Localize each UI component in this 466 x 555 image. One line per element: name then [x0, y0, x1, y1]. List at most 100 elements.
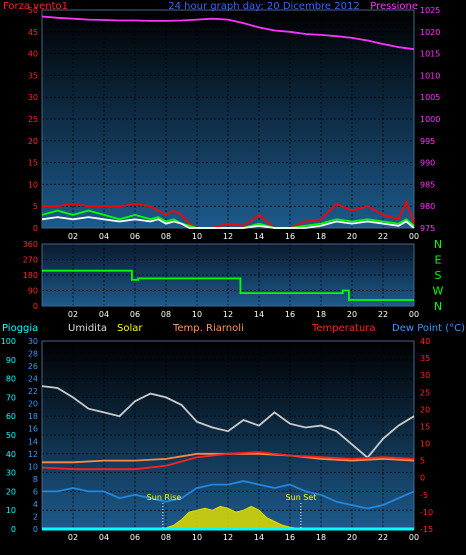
y-tick-left: 30: [6, 469, 16, 478]
x-tick-label: 02: [68, 232, 78, 241]
x-tick-label: 08: [161, 533, 171, 542]
x-tick-label: 02: [68, 310, 78, 319]
series-temperatura: [41, 451, 415, 471]
y-tick-right: 980: [420, 202, 435, 211]
y-tick-left: 15: [28, 159, 38, 168]
y-tick-left: 40: [6, 450, 16, 459]
y-tick-left: 45: [28, 28, 38, 37]
series-umidita: [41, 385, 415, 459]
y-tick-right: 10: [420, 440, 430, 449]
y-tick-left: 20: [6, 487, 16, 496]
y-tick-mid: 20: [28, 400, 38, 409]
x-tick-label: 22: [378, 533, 388, 542]
x-tick-label: 18: [316, 533, 326, 542]
y-tick-left: 20: [28, 137, 38, 146]
x-tick-label: 16: [285, 310, 295, 319]
x-tick-label: 02: [68, 533, 78, 542]
y-tick-mid: 10: [28, 462, 38, 471]
y-tick-right: 990: [420, 159, 435, 168]
y-tick-left: 5: [33, 202, 38, 211]
y-tick-right: 20: [420, 405, 430, 414]
x-tick-label: 20: [347, 533, 357, 542]
y-tick-left: 25: [28, 115, 38, 124]
y-tick-right: 1000: [420, 115, 440, 124]
y-tick-left: 10: [6, 506, 16, 515]
y-tick-left: 10: [28, 180, 38, 189]
y-tick-mid: 26: [28, 362, 38, 371]
legend-pioggia: Pioggia: [2, 323, 38, 334]
compass-label: E: [435, 254, 442, 267]
y-tick-left: 30: [28, 93, 38, 102]
compass-label: N: [434, 238, 442, 251]
y-tick-mid: 0: [33, 525, 38, 534]
y-tick-right: 1010: [420, 71, 440, 80]
y-tick-mid: 14: [28, 437, 38, 446]
legend-solar: Solar: [117, 323, 143, 334]
series-solar: [162, 505, 301, 530]
x-tick-label: 08: [161, 232, 171, 241]
panel-frame: [41, 243, 415, 307]
series-pressione: [41, 15, 415, 51]
y-tick-right: 1005: [420, 93, 440, 102]
y-tick-mid: 8: [33, 475, 38, 484]
y-tick-right: 985: [420, 180, 435, 189]
y-tick-right: 1020: [420, 28, 440, 37]
x-tick-label: 04: [99, 310, 109, 319]
y-tick-mid: 24: [28, 375, 38, 384]
y-tick-mid: 4: [33, 500, 38, 509]
x-tick-label: 14: [254, 310, 264, 319]
header-left-label: Forza vento1: [3, 1, 68, 12]
x-tick-label: 12: [223, 533, 233, 542]
y-tick-left: 50: [6, 431, 16, 440]
series-line: [41, 216, 415, 229]
series-dew-point-c-: [42, 480, 415, 510]
x-tick-label: 22: [378, 232, 388, 241]
y-tick-left: 0: [11, 525, 16, 534]
y-tick-left: 270: [23, 256, 38, 265]
y-tick-right: 15: [420, 422, 430, 431]
y-tick-mid: 16: [28, 425, 38, 434]
x-tick-label: 18: [316, 232, 326, 241]
y-tick-mid: 12: [28, 450, 38, 459]
labels-layer: 02 04 06 08 10 12 14 16 18 20 22 000510152025303540…: [1, 6, 444, 542]
y-tick-mid: 22: [28, 387, 38, 396]
y-tick-right: 5: [420, 457, 425, 466]
y-tick-right: -10: [420, 508, 433, 517]
header-center-title: 24 hour graph day: 20 Dicembre 2012: [168, 1, 359, 12]
y-tick-mid: 18: [28, 412, 38, 421]
x-tick-label: 04: [99, 533, 109, 542]
series-layer: [41, 15, 415, 531]
x-tick-label: 10: [192, 232, 202, 241]
y-tick-left: 60: [6, 412, 16, 421]
legend-dew-point: Dew Point (°C): [392, 323, 465, 334]
x-tick-label: 06: [130, 232, 140, 241]
x-tick-label: 16: [285, 533, 295, 542]
x-tick-label: 08: [161, 310, 171, 319]
y-tick-mid: 6: [33, 487, 38, 496]
x-tick-label: 16: [285, 232, 295, 241]
y-tick-right: 1015: [420, 50, 440, 59]
y-tick-left: 90: [6, 356, 16, 365]
y-tick-right: 25: [420, 388, 430, 397]
y-tick-right: 975: [420, 224, 435, 233]
y-tick-left: 360: [23, 240, 38, 249]
x-tick-label: 10: [192, 310, 202, 319]
y-tick-right: 35: [420, 354, 430, 363]
compass-label: N: [434, 300, 442, 313]
grid-layer: [41, 9, 415, 530]
y-tick-right: 40: [420, 337, 430, 346]
sun-rise-annotation: Sun Rise: [147, 493, 182, 502]
y-tick-mid: 2: [33, 512, 38, 521]
y-tick-left: 50: [28, 6, 38, 15]
x-tick-label: 00: [409, 232, 419, 241]
x-tick-label: 00: [409, 533, 419, 542]
x-tick-label: 14: [254, 533, 264, 542]
x-tick-label: 20: [347, 232, 357, 241]
y-tick-left: 0: [33, 302, 38, 311]
legend-temp-riarnoli: Temp. Riarnoli: [172, 323, 244, 334]
x-tick-label: 12: [223, 310, 233, 319]
x-tick-label: 22: [378, 310, 388, 319]
y-tick-left: 0: [33, 224, 38, 233]
x-tick-label: 10: [192, 533, 202, 542]
